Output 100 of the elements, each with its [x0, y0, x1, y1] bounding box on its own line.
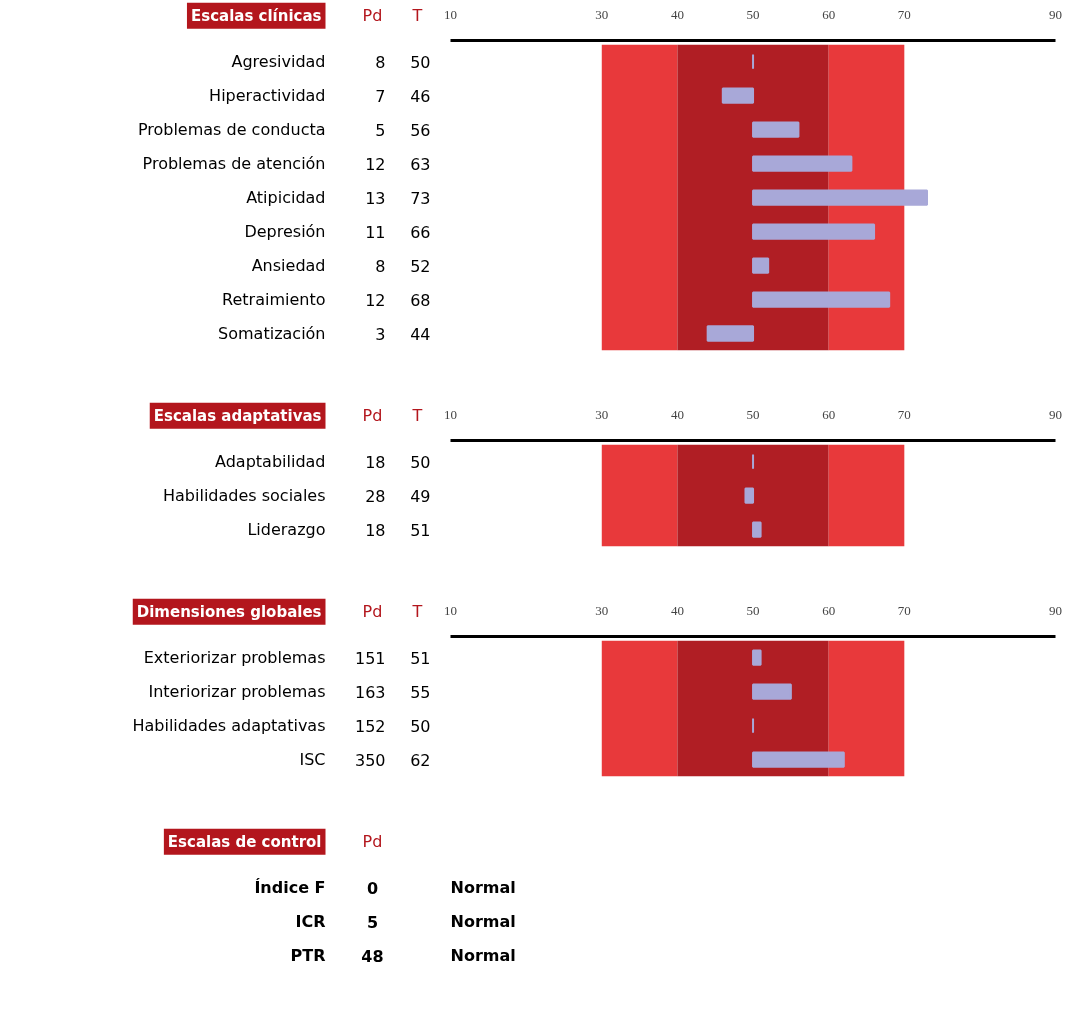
x-tick-label: 30	[595, 406, 609, 422]
text: 350	[354, 750, 386, 770]
x-tick-label: 60	[822, 6, 836, 22]
bar	[706, 325, 755, 342]
bar	[752, 291, 891, 308]
y-tick-label: ISC	[299, 750, 326, 770]
text: Pd	[362, 602, 383, 622]
bar	[752, 189, 929, 206]
x-tick-label: 40	[670, 602, 684, 618]
bar	[752, 683, 792, 700]
text: 3	[375, 324, 386, 344]
y-tick-label: Habilidades adaptativas	[132, 716, 326, 736]
x-tick-label: 70	[897, 602, 911, 618]
text: 152	[354, 716, 386, 736]
text: 73	[410, 188, 431, 208]
bar	[752, 223, 876, 240]
y-tick-label: Problemas de conducta	[137, 120, 326, 140]
text: 11	[365, 222, 386, 242]
text: 63	[410, 154, 431, 174]
bar	[752, 155, 853, 172]
text: 8	[375, 52, 386, 72]
text: 52	[410, 256, 431, 276]
category-label: PTR	[290, 946, 326, 966]
x-tick-label: 90	[1049, 602, 1063, 618]
y-tick-label: Habilidades sociales	[162, 486, 326, 506]
text: T	[411, 602, 423, 622]
text: 13	[365, 188, 386, 208]
y-tick-label: Somatización	[218, 324, 326, 344]
y-tick-label: Interiorizar problemas	[148, 682, 326, 702]
x-tick-label: 40	[670, 406, 684, 422]
text: 0	[366, 878, 379, 898]
text: 55	[410, 682, 431, 702]
x-tick-label: 90	[1049, 406, 1063, 422]
y-tick-label: Hiperactividad	[209, 86, 326, 106]
text: Pd	[362, 832, 383, 852]
x-tick-label: 90	[1049, 6, 1063, 22]
category-label: Índice F	[254, 878, 326, 898]
y-tick-label: Ansiedad	[251, 256, 326, 276]
text: 5	[366, 912, 379, 932]
text: 28	[365, 486, 386, 506]
text: 48	[361, 946, 384, 966]
y-tick-label: Retraimiento	[222, 290, 326, 310]
bar	[752, 257, 770, 274]
text: Dimensiones globales	[136, 602, 322, 621]
y-tick-label: Atipicidad	[246, 188, 326, 208]
text: T	[411, 6, 423, 26]
text: 62	[410, 750, 431, 770]
text: 5	[375, 120, 386, 140]
text: 18	[365, 520, 386, 540]
text: Pd	[362, 6, 383, 26]
y-tick-label: Adaptabilidad	[215, 452, 326, 472]
text: Escalas clínicas	[190, 6, 322, 25]
x-tick-label: 70	[897, 406, 911, 422]
text: 50	[410, 52, 431, 72]
text: Escalas adaptativas	[153, 406, 322, 425]
bar	[752, 649, 762, 666]
text: Pd	[362, 406, 383, 426]
x-tick-label: 10	[444, 406, 457, 422]
y-tick-label: Problemas de atención	[142, 154, 326, 174]
y-tick-label: Depresión	[244, 222, 326, 242]
text: T	[411, 406, 423, 426]
text: Normal	[450, 912, 516, 932]
text: 151	[354, 648, 386, 668]
x-tick-label: 50	[746, 6, 760, 22]
x-tick-label: 30	[595, 602, 609, 618]
text: 66	[410, 222, 431, 242]
y-tick-label: Liderazgo	[247, 520, 326, 540]
x-tick-label: 60	[822, 602, 836, 618]
text: 50	[410, 716, 431, 736]
text: 51	[410, 648, 431, 668]
category-label: ICR	[295, 912, 326, 932]
text: 44	[410, 324, 431, 344]
y-tick-label: Agresividad	[231, 52, 326, 72]
bar	[752, 121, 800, 138]
text: 68	[410, 290, 431, 310]
bar	[752, 751, 845, 768]
text: 51	[410, 520, 431, 540]
x-tick-label: 30	[595, 6, 609, 22]
y-tick-label: Exteriorizar problemas	[143, 648, 326, 668]
text: 163	[354, 682, 386, 702]
bar	[721, 87, 755, 104]
x-tick-label: 40	[670, 6, 684, 22]
text: 8	[375, 256, 386, 276]
text: 56	[410, 120, 431, 140]
x-tick-label: 60	[822, 406, 836, 422]
text: Normal	[450, 878, 516, 898]
x-tick-label: 50	[746, 406, 760, 422]
text: 18	[365, 452, 386, 472]
text: 50	[410, 452, 431, 472]
text: Normal	[450, 946, 516, 966]
text: 49	[410, 486, 431, 506]
text: 12	[365, 290, 386, 310]
text: 12	[365, 154, 386, 174]
text: 46	[410, 86, 431, 106]
x-tick-label: 10	[444, 602, 457, 618]
text: 7	[375, 86, 386, 106]
x-tick-label: 50	[746, 602, 760, 618]
text: Escalas de control	[167, 832, 322, 851]
x-tick-label: 70	[897, 6, 911, 22]
x-tick-label: 10	[444, 6, 457, 22]
